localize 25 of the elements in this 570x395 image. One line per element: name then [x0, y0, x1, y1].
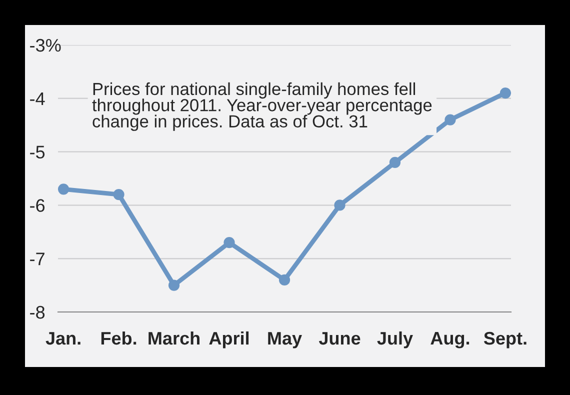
y-tick-label: -7 [30, 252, 44, 266]
x-tick-label: June [318, 332, 360, 345]
point [58, 184, 70, 195]
point [113, 188, 124, 200]
y-tick-label: -6 [30, 199, 45, 212]
y-tick-label: -8 [30, 306, 45, 319]
x-tick-label: July [377, 331, 413, 348]
point [500, 88, 511, 99]
annotation: Prices for national single-family homes fell throughout 2011. Year-over-year percentage change in prices. Data as of Oct. 31 [92, 82, 432, 131]
point [224, 237, 235, 248]
x-tick-label: Jan. [46, 332, 80, 345]
y-tick-label: -5 [30, 146, 45, 159]
point [168, 280, 180, 291]
x-tick-label: Aug. [430, 332, 470, 348]
point [444, 114, 456, 126]
x-tick-label: March [148, 331, 200, 345]
point [278, 274, 290, 286]
x-tick-label: April [209, 331, 249, 348]
x-tick-label: Feb. [101, 331, 136, 345]
point [389, 156, 401, 168]
x-tick-label: May [268, 332, 302, 348]
y-tick-label: -4 [30, 92, 45, 105]
y-tick-label: -3% [30, 38, 61, 52]
x-tick-label: Sept. [484, 332, 526, 348]
point [334, 200, 346, 211]
